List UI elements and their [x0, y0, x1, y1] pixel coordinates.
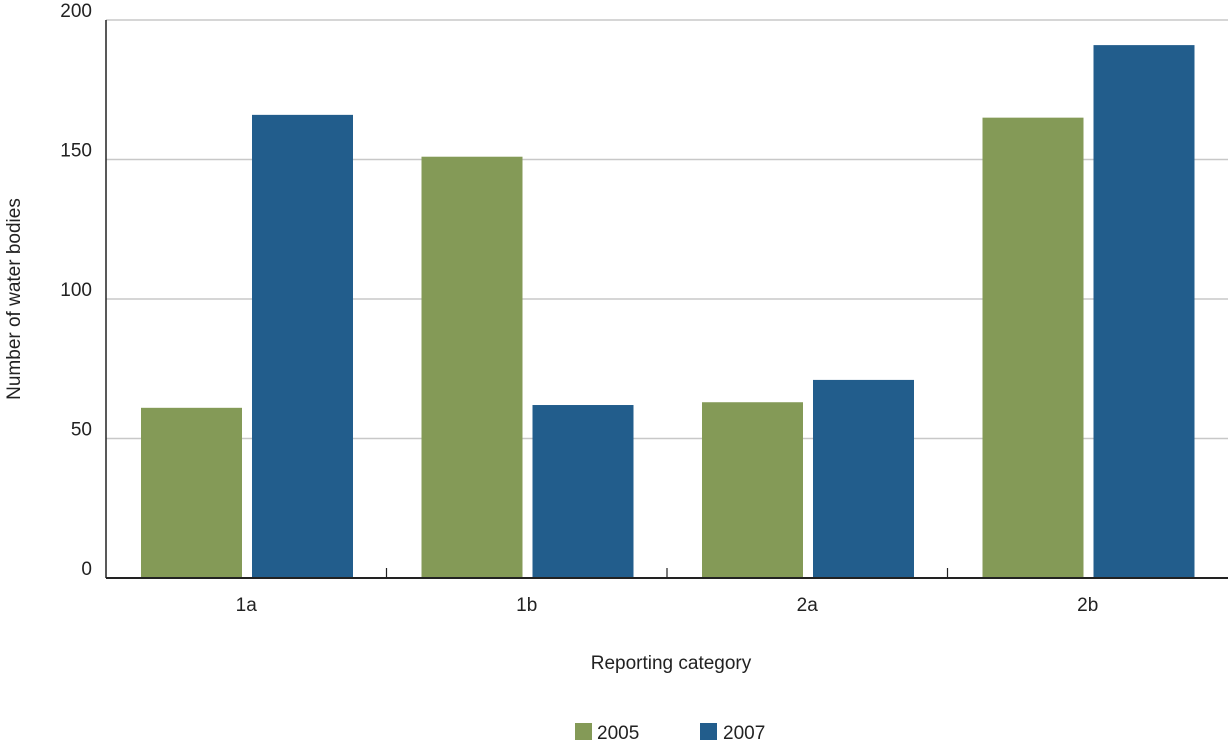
- x-tick-label: 1b: [516, 595, 537, 616]
- bar-2005-1b: [421, 156, 523, 578]
- x-tick-label: 2a: [797, 595, 819, 616]
- y-tick-label: 100: [60, 280, 92, 301]
- bar-2005-2b: [982, 117, 1084, 579]
- legend-swatch-2007: [700, 723, 717, 740]
- legend-label-2005: 2005: [597, 723, 639, 744]
- x-tick-labels: 1a 1b 2a 2b: [236, 595, 1099, 616]
- bar-2007-2a: [813, 379, 914, 578]
- bar-2005-1a: [141, 407, 242, 578]
- legend: 2005 2007: [575, 723, 765, 744]
- legend-label-2007: 2007: [723, 723, 765, 744]
- x-tick-label: 2b: [1077, 595, 1098, 616]
- y-tick-label: 200: [60, 1, 92, 22]
- y-tick-label: 50: [71, 420, 92, 441]
- y-tick-label: 150: [60, 141, 92, 162]
- y-tick-label: 0: [81, 559, 92, 580]
- bar-2007-2b: [1093, 45, 1195, 579]
- bar-2005-2a: [702, 402, 803, 578]
- x-axis-title: Reporting category: [591, 653, 752, 674]
- legend-swatch-2005: [575, 723, 592, 740]
- bars: [141, 45, 1195, 579]
- bar-2007-1a: [252, 114, 353, 579]
- y-tick-labels: 0 50 100 150 200: [60, 1, 92, 580]
- bar-2007-1b: [532, 405, 634, 578]
- y-axis-title: Number of water bodies: [4, 198, 25, 400]
- x-tick-label: 1a: [236, 595, 258, 616]
- axes: [105, 20, 1228, 579]
